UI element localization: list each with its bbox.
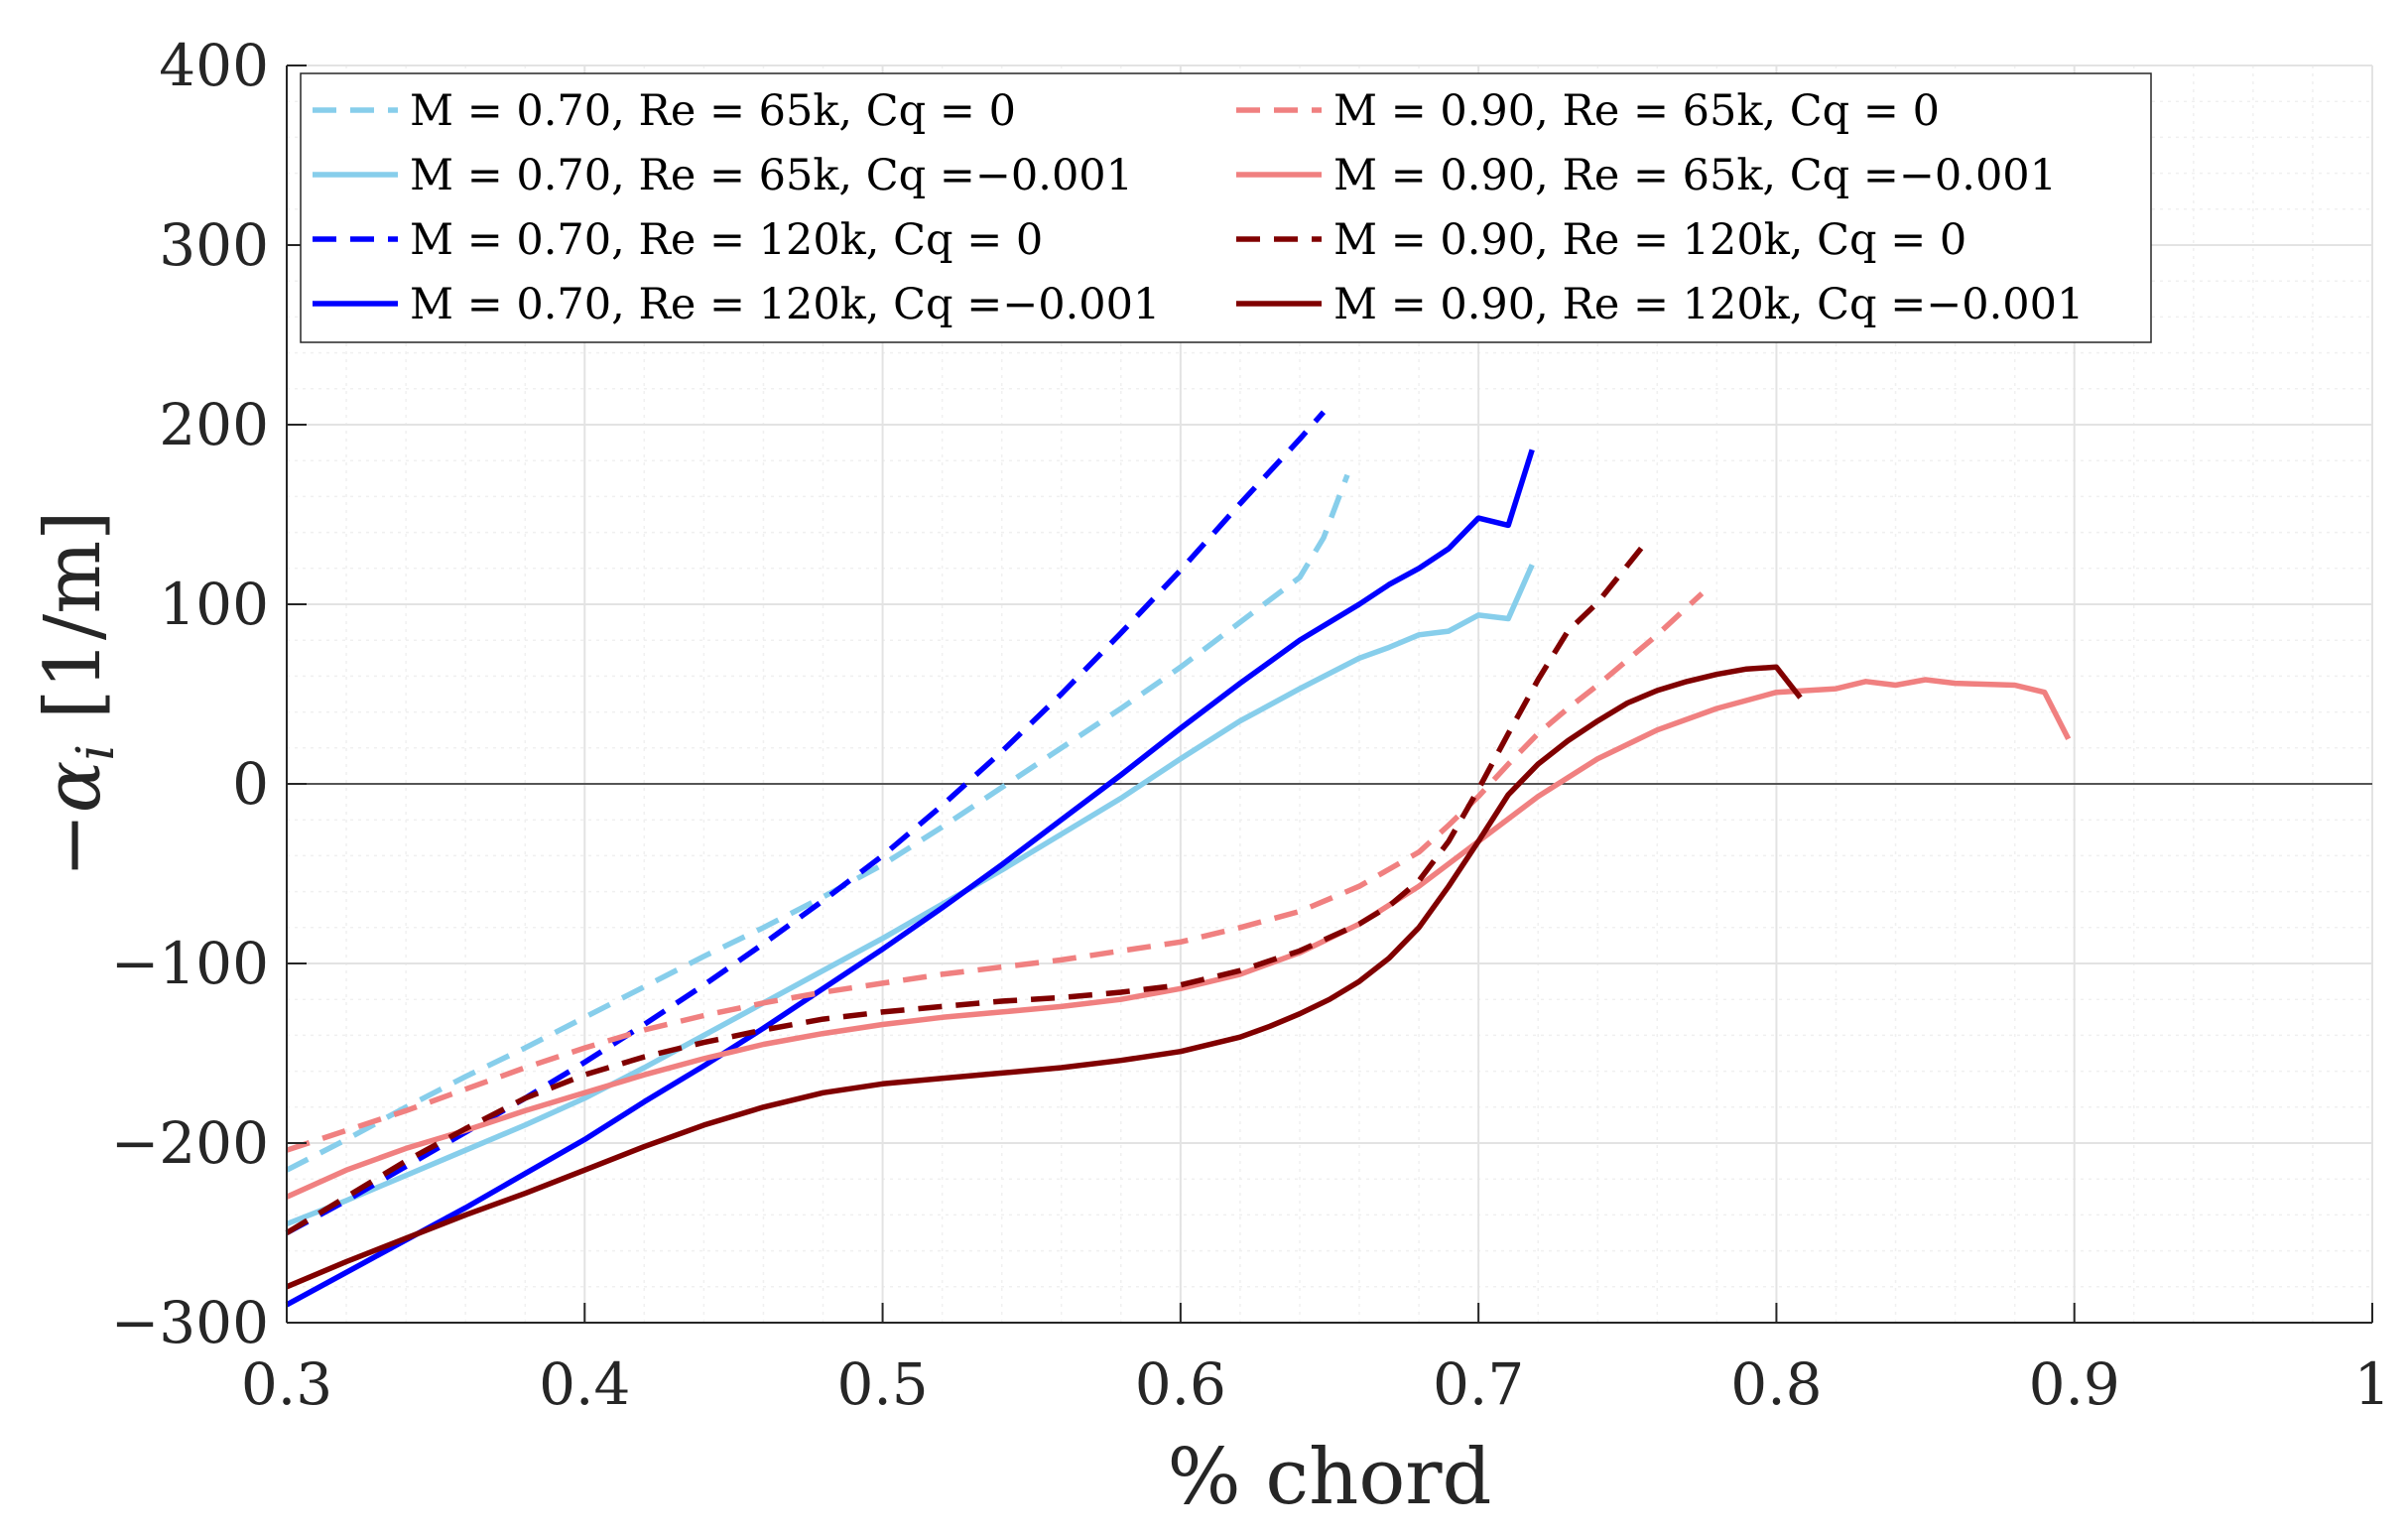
legend-entry-label: M = 0.90, Re = 65k, Cq =−0.001: [1333, 151, 2057, 200]
legend-entry-label: M = 0.90, Re = 65k, Cq = 0: [1333, 86, 1940, 136]
x-tick-label: 0.7: [1433, 1350, 1524, 1418]
legend: M = 0.70, Re = 65k, Cq = 0 M = 0.70, Re =…: [300, 72, 2152, 343]
y-tick-label: −100: [111, 930, 269, 997]
x-tick-label: 0.8: [1730, 1350, 1822, 1418]
x-tick-label: 0.9: [2029, 1350, 2120, 1418]
x-tick-label: 0.5: [836, 1350, 928, 1418]
legend-entry-label: M = 0.70, Re = 120k, Cq =−0.001: [410, 280, 1160, 329]
y-tick-label: 0: [232, 750, 269, 818]
y-axis-label-subscript: i: [66, 744, 126, 761]
x-tick-label: 0.3: [241, 1350, 332, 1418]
y-tick-label: 100: [159, 571, 269, 638]
x-tick-label: 0.6: [1135, 1350, 1226, 1418]
legend-entry-label: M = 0.70, Re = 65k, Cq = 0: [410, 86, 1016, 136]
series-line-2: [285, 564, 1535, 1227]
y-tick-label: −300: [111, 1289, 269, 1356]
axes: [286, 64, 2373, 1324]
series-line-5: [286, 591, 1705, 1153]
x-tick-label: 0.4: [539, 1350, 630, 1418]
legend-entry-label: M = 0.70, Re = 120k, Cq = 0: [410, 215, 1043, 265]
y-axis-label-symbol: −α: [29, 761, 118, 878]
y-axis-label: −αi [1/m]: [29, 510, 126, 877]
series-line-8: [285, 664, 1803, 1290]
y-tick-labels: −300 −200 −100 0 100 200 300 400: [111, 32, 269, 1356]
y-tick-label: 400: [159, 32, 269, 99]
legend-entry-label: M = 0.90, Re = 120k, Cq = 0: [1333, 215, 1966, 265]
y-tick-label: −200: [111, 1109, 269, 1177]
series-line-4: [285, 448, 1535, 1308]
y-axis-label-unit: [1/m]: [29, 510, 118, 744]
x-tick-label: 1: [2354, 1350, 2391, 1418]
legend-entry-label: M = 0.70, Re = 65k, Cq =−0.001: [410, 151, 1133, 200]
y-tick-label: 300: [159, 211, 269, 279]
y-tick-label: 200: [159, 391, 269, 458]
legend-box: [300, 72, 2152, 343]
x-tick-labels: 0.3 0.4 0.5 0.6 0.7 0.8 0.9 1: [241, 1350, 2391, 1418]
x-axis-label: % chord: [1167, 1433, 1491, 1522]
series-group: [285, 410, 2072, 1308]
legend-entry-label: M = 0.90, Re = 120k, Cq =−0.001: [1333, 280, 2084, 329]
series-line-7: [285, 545, 1645, 1235]
